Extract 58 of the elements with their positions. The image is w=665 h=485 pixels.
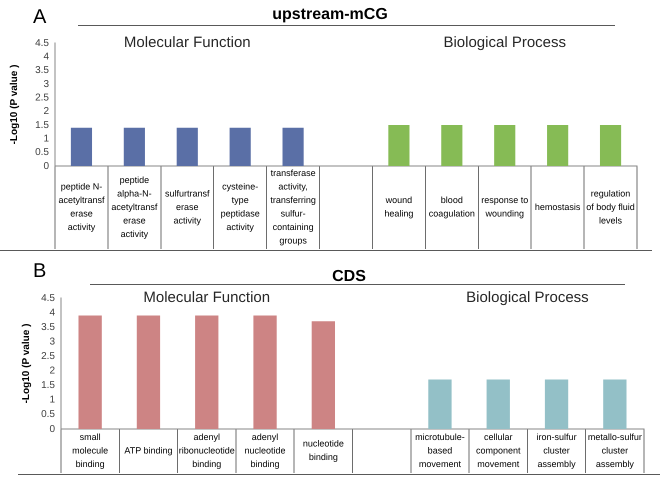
bar: [253, 315, 277, 429]
y-tick-label: 3.5: [41, 322, 56, 333]
x-tick-label: regulation of body fluid levels: [586, 188, 635, 226]
x-tick-label: cysteine-type peptidase activity: [220, 182, 260, 232]
bar: [195, 315, 218, 429]
x-tick-label: adenyl ribonucleotide binding: [178, 432, 235, 469]
text: A: [33, 6, 46, 28]
x-tick-label: iron-sulfur cluster assembly: [536, 432, 577, 469]
bar: [312, 321, 336, 429]
y-axis-title: -Log10 (P value ): [20, 324, 32, 404]
y-tick-label: 4.5: [35, 38, 50, 49]
x-tick-label: ATP binding: [124, 445, 173, 456]
y-tick-label: 1: [49, 394, 56, 406]
annotation: Molecular Function: [124, 34, 251, 52]
x-tick-label: blood coagulation: [428, 195, 475, 219]
x-tick-label: response to wounding: [481, 195, 528, 219]
bar: [603, 380, 627, 429]
annotation: Biological Process: [443, 34, 566, 52]
y-tick-label: 2: [43, 106, 50, 118]
y-tick-label: 1.5: [41, 380, 56, 392]
annotation: Biological Process: [466, 289, 589, 306]
y-tick-label: 0.5: [35, 147, 50, 158]
y-tick-label: 4: [49, 307, 56, 318]
bar: [136, 315, 160, 429]
y-tick-label: 1.5: [35, 120, 50, 131]
y-tick-label: 3: [49, 336, 56, 348]
y-tick-label: 0: [49, 424, 56, 435]
y-tick-label: 2.5: [35, 92, 50, 104]
y-tick-label: 2.5: [41, 350, 56, 362]
chart-title: CDS: [331, 267, 367, 286]
x-tick-label: transferase activity, transferring sulfur-containing groups: [270, 168, 316, 246]
y-tick-label: 3: [43, 78, 50, 90]
x-tick-label: cellular component movement: [476, 432, 522, 469]
bar: [78, 315, 102, 429]
chart-title: upstream-mCG: [271, 5, 389, 24]
x-tick-label: adenyl nucleotide binding: [244, 432, 286, 469]
x-tick-label: peptide alpha-N-acetyltransferase activity: [111, 174, 158, 239]
x-tick-label: metallo-sulfur cluster assembly: [588, 432, 642, 469]
bar: [486, 380, 510, 429]
text: B: [33, 260, 46, 282]
bar: [428, 380, 452, 429]
x-tick-label: wound healing: [384, 195, 414, 219]
y-tick-label: 4: [43, 51, 50, 62]
annotation: Molecular Function: [143, 289, 270, 306]
x-tick-label: hemostasis: [534, 202, 581, 212]
x-tick-label: nucleotide binding: [302, 438, 344, 462]
x-tick-label: peptide N-acetyltransferase activity: [58, 182, 105, 232]
x-tick-label: microtubule-based movement: [415, 432, 465, 469]
y-tick-label: 4.5: [41, 292, 56, 304]
y-tick-label: 0: [43, 160, 50, 172]
y-tick-label: 2: [49, 366, 56, 377]
y-tick-label: 0.5: [41, 409, 56, 420]
y-tick-label: 1: [43, 133, 50, 144]
x-tick-label: sulfurtransferase activity: [165, 188, 210, 226]
y-axis-title: -Log10 (P value ): [8, 64, 20, 144]
y-tick-label: 3.5: [35, 65, 50, 76]
x-tick-label: small molecule binding: [72, 432, 108, 469]
bar: [544, 380, 568, 429]
